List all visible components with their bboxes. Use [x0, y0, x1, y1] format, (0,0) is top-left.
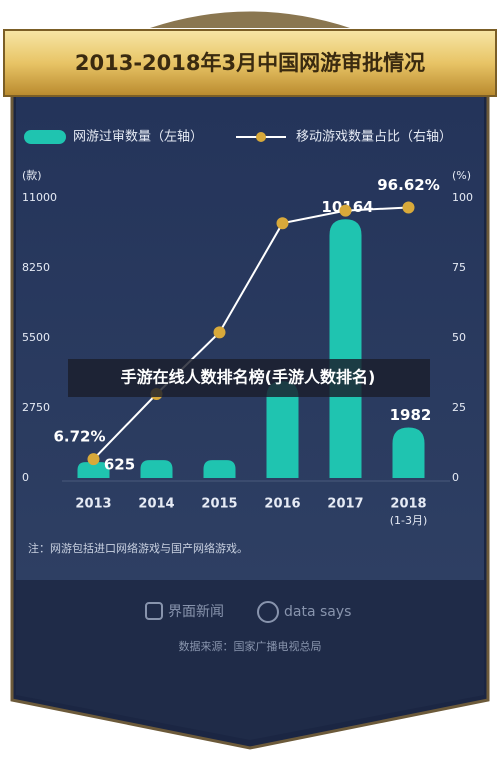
legend-swatch [256, 132, 266, 142]
logo-icon [145, 602, 163, 620]
x-tick-label: 2015 [201, 497, 237, 512]
footer-panel [16, 580, 484, 740]
y2-tick-label: 50 [452, 331, 466, 344]
line-marker [213, 326, 226, 339]
bar [203, 460, 236, 478]
x-tick-label: 2013 [75, 497, 111, 512]
watermark: 界面新闻 [168, 604, 224, 620]
x-tick-label: 2014 [138, 497, 174, 512]
source: 数据来源：国家广播电视总局 [179, 639, 322, 653]
y-tick-label: 5500 [22, 331, 50, 344]
line-marker [87, 453, 100, 466]
y2-unit: (%) [452, 169, 471, 182]
y2-tick-label: 100 [452, 191, 473, 204]
bar-label: 1982 [390, 406, 432, 424]
legend-swatch [24, 130, 66, 144]
line-label: 96.62% [377, 176, 439, 194]
x-tick-label: 2018 [390, 497, 426, 512]
x-tick-sublabel: (1-3月) [390, 514, 428, 527]
overlay-box [68, 359, 430, 397]
bar [266, 381, 299, 478]
chart-title: 2013-2018年3月中国网游审批情况 [75, 51, 425, 75]
line-label: 6.72% [53, 428, 105, 446]
title-banner [3, 29, 497, 97]
panel [16, 95, 484, 580]
line [92, 206, 409, 460]
bar [392, 427, 425, 478]
bar [77, 462, 110, 478]
line-marker [402, 201, 415, 214]
y2-tick-label: 25 [452, 401, 466, 414]
line-marker [339, 204, 352, 217]
logo-icon [257, 601, 279, 623]
ornament [150, 11, 350, 28]
bar [140, 460, 173, 478]
line-marker [276, 217, 289, 230]
y-tick-label: 8250 [22, 261, 50, 274]
y-tick-label: 0 [22, 471, 29, 484]
watermark: data say​s [284, 604, 351, 620]
x-tick-label: 2016 [264, 497, 300, 512]
y-tick-label: 2750 [22, 401, 50, 414]
y2-tick-label: 0 [452, 471, 459, 484]
overlay-caption: 手游在线人数排名榜(手游人数排名) [121, 368, 376, 387]
y2-tick-label: 75 [452, 261, 466, 274]
legend-label: 移动游戏数量占比（右轴） [296, 130, 452, 145]
x-tick-label: 2017 [327, 497, 363, 512]
note: 注：网游包括进口网络游戏与国产网络游戏。 [28, 541, 248, 555]
legend-label: 网游过审数量（左轴） [73, 130, 203, 145]
bar [329, 219, 362, 478]
y-unit: (款) [22, 168, 42, 182]
bar-label: 625 [104, 456, 135, 474]
y-tick-label: 11000 [22, 191, 57, 204]
plot: (款) (%) 0 2750 5500 8250 11000 0 25 50 75 100 网游过审数量… [22, 130, 473, 528]
